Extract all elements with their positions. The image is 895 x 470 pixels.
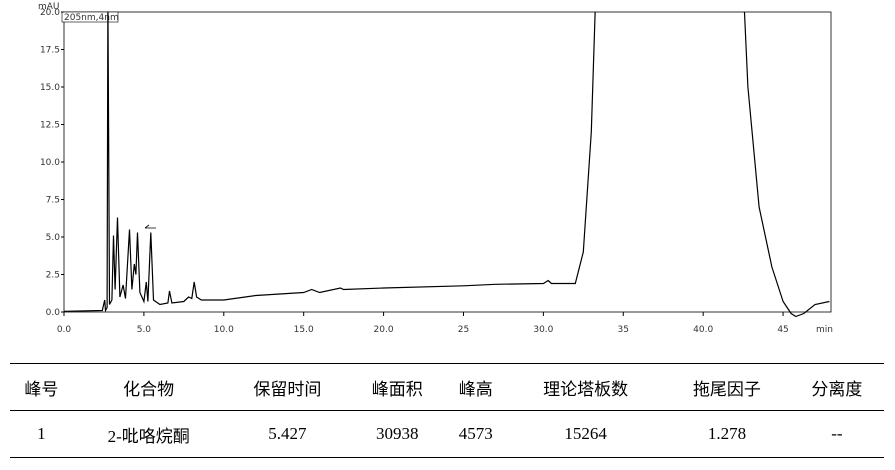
- x-axis-label: min: [816, 325, 833, 335]
- table-cell: --: [789, 410, 884, 458]
- table-cell: 1.278: [664, 410, 790, 458]
- table-body: 1 2-吡咯烷酮 5.427 30938 4573 15264 1.278 --: [10, 410, 884, 458]
- y-tick-label: 10.0: [40, 158, 60, 168]
- table-cell: 30938: [350, 410, 445, 458]
- y-tick-label: 2.5: [46, 271, 60, 281]
- y-axis-label: mAU: [38, 2, 60, 12]
- x-tick-label: 0.0: [57, 325, 72, 335]
- annotation: 205nm,4nm: [64, 13, 119, 23]
- x-tick-label: 30.0: [533, 325, 553, 335]
- header-cell: 化合物: [72, 363, 225, 411]
- x-tick-label: 5.0: [137, 325, 152, 335]
- table-row: 1 2-吡咯烷酮 5.427 30938 4573 15264 1.278 --: [10, 410, 884, 458]
- table-cell: 4573: [444, 410, 508, 458]
- x-tick-label: 15.0: [294, 325, 314, 335]
- x-tick-label: 45: [777, 325, 788, 335]
- y-tick-label: 20.0: [40, 8, 60, 18]
- table-cell: 5.427: [224, 410, 351, 458]
- header-cell: 峰号: [10, 363, 73, 411]
- y-tick-label: 5.0: [46, 233, 61, 243]
- table-cell: 2-吡咯烷酮: [72, 410, 225, 458]
- table-cell: 15264: [507, 410, 665, 458]
- header-cell: 峰面积: [350, 363, 445, 411]
- x-tick-label: 25: [458, 325, 469, 335]
- y-tick-label: 12.5: [40, 121, 60, 131]
- table-cell: 1: [10, 410, 73, 458]
- x-tick-label: 20.0: [374, 325, 394, 335]
- x-tick-label: 10.0: [214, 325, 234, 335]
- header-cell: 峰高: [444, 363, 508, 411]
- y-tick-label: 0.0: [46, 308, 61, 318]
- header-cell: 理论塔板数: [507, 363, 665, 411]
- x-tick-label: 35: [618, 325, 629, 335]
- chart: mAU 205nm,4nm min 0.0 2.5 5.0 7.5 10.0 12.5 15…: [38, 2, 833, 335]
- plot-frame: [63, 11, 832, 313]
- y-tick-label: 7.5: [46, 196, 60, 206]
- trace: [64, 12, 830, 318]
- x-tick-label: 40.0: [693, 325, 713, 335]
- y-tick-label: 17.5: [40, 46, 60, 56]
- header-cell: 分离度: [789, 363, 884, 411]
- header-row: 峰号 化合物 保留时间 峰面积 峰高 理论塔板数 拖尾因子 分离度: [10, 363, 884, 411]
- y-tick-label: 15.0: [40, 83, 60, 93]
- header-cell: 拖尾因子: [664, 363, 790, 411]
- header-cell: 保留时间: [224, 363, 351, 411]
- peak-marker: [144, 224, 156, 229]
- annotation-box: [61, 11, 119, 23]
- result-table: 峰号 化合物 保留时间 峰面积 峰高 理论塔板数 拖尾因子 分离度 1 2-吡咯烷酮 5.427 3…: [10, 363, 884, 458]
